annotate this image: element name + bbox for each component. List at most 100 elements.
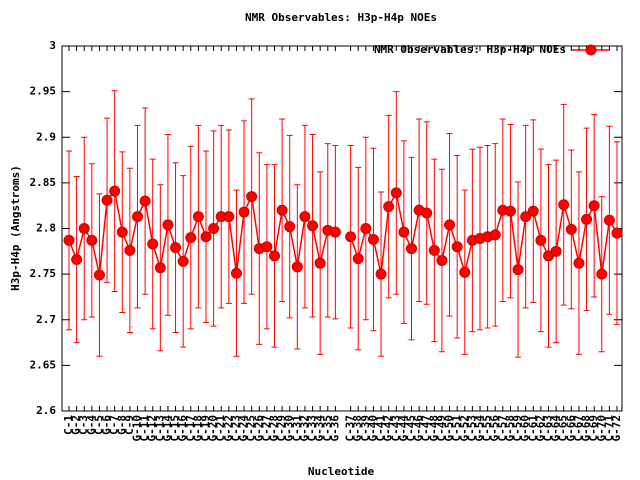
data-point: [192, 211, 204, 223]
y-tick-label: 2.8: [36, 222, 56, 235]
data-point: [307, 220, 319, 232]
x-tick-label: G-64: [549, 415, 562, 442]
data-point: [314, 257, 326, 269]
data-point: [185, 232, 197, 244]
x-tick-label: G-46: [412, 415, 425, 442]
x-tick-label: G-14: [161, 415, 174, 442]
y-tick-label: 2.6: [36, 404, 56, 417]
y-tick-label: 2.7: [36, 313, 56, 326]
x-tick-label: C-17: [184, 415, 197, 442]
data-point: [527, 205, 539, 217]
data-point: [352, 253, 364, 265]
x-tick-label: G-60: [519, 415, 532, 442]
data-point: [147, 238, 159, 250]
x-tick-label: C-63: [542, 415, 555, 442]
data-point: [398, 226, 410, 238]
x-tick-label: C-53: [465, 415, 478, 442]
data-point: [109, 185, 121, 197]
x-tick-label: G-10: [131, 415, 144, 442]
x-tick-label: C-61: [526, 415, 539, 442]
data-point: [284, 221, 296, 233]
data-point: [444, 219, 456, 231]
data-point: [291, 261, 303, 273]
data-point: [200, 231, 212, 243]
x-tick-label: G-72: [610, 415, 623, 442]
x-tick-label: C-19: [199, 415, 212, 442]
data-point: [611, 227, 623, 239]
x-tick-label: C-71: [602, 415, 615, 442]
data-point: [573, 257, 585, 269]
x-tick-label: C-29: [275, 415, 288, 442]
x-tick-label: G-12: [146, 415, 159, 442]
y-tick-label: 3: [49, 39, 56, 52]
data-point: [345, 231, 357, 243]
data-point: [550, 245, 562, 257]
data-point: [170, 242, 182, 254]
x-tick-label: C-27: [260, 415, 273, 442]
x-tick-label: G-56: [488, 415, 501, 442]
x-tick-label: C-11: [138, 415, 151, 442]
data-point: [367, 233, 379, 245]
x-tick-label: G-34: [313, 415, 326, 442]
x-tick-label: G-8: [115, 415, 128, 435]
x-tick-label: C-43: [389, 415, 402, 442]
y-tick-label: 2.85: [30, 176, 57, 189]
x-tick-label: G-58: [503, 415, 516, 442]
x-tick-label: C-41: [374, 415, 387, 442]
x-tick-label: G-20: [207, 415, 220, 442]
x-tick-label: G-52: [458, 415, 471, 442]
data-point: [93, 269, 105, 281]
data-point: [489, 229, 501, 241]
x-tick-label: G-50: [443, 415, 456, 442]
data-point: [428, 244, 440, 256]
x-tick-label: C-51: [450, 415, 463, 442]
x-tick-label: C-5: [92, 415, 105, 435]
y-tick-label: 2.75: [30, 267, 57, 280]
data-point: [162, 219, 174, 231]
x-tick-label: G-6: [100, 415, 113, 435]
x-tick-label: C-33: [306, 415, 319, 442]
data-point: [223, 211, 235, 223]
x-tick-label: C-55: [481, 415, 494, 442]
x-tick-label: G-70: [595, 415, 608, 442]
x-tick-label: G-62: [534, 415, 547, 442]
x-tick-label: G-36: [328, 415, 341, 442]
data-point: [71, 254, 83, 266]
legend-label: NMR Observables: H3p-H4p NOEs: [374, 43, 566, 56]
x-tick-label: G-4: [85, 415, 98, 435]
y-axis-label: H3p-H4p (Angstroms): [9, 165, 22, 291]
x-tick-label: G-22: [222, 415, 235, 442]
data-point: [535, 234, 547, 246]
data-point: [558, 199, 570, 211]
x-tick-label: G-42: [382, 415, 395, 442]
data-point: [596, 268, 608, 280]
x-tick-label: G-26: [252, 415, 265, 442]
data-point: [208, 223, 220, 234]
data-point: [230, 267, 242, 279]
data-point: [276, 204, 288, 216]
y-tick-label: 2.9: [36, 130, 56, 143]
data-point: [124, 244, 136, 256]
data-point: [406, 243, 417, 255]
data-point: [390, 187, 402, 199]
x-tick-label: G-38: [351, 415, 364, 442]
data-point: [451, 241, 463, 253]
x-tick-label: G-18: [191, 415, 204, 442]
x-tick-label: C-35: [321, 415, 334, 442]
x-tick-label: C-57: [496, 415, 509, 442]
x-tick-label: C-25: [245, 415, 258, 442]
data-point: [132, 211, 143, 223]
data-point: [78, 223, 90, 234]
x-tick-label: C-23: [229, 415, 242, 442]
data-point: [375, 268, 387, 280]
x-tick-label: C-65: [557, 415, 570, 442]
data-point: [421, 207, 433, 219]
data-point: [512, 264, 524, 276]
x-tick-label: G-40: [366, 415, 379, 442]
x-tick-label: C-13: [153, 415, 166, 442]
x-tick-label: G-32: [298, 415, 311, 442]
data-point: [63, 234, 75, 246]
data-point: [299, 211, 311, 223]
x-tick-label: G-44: [397, 415, 410, 442]
